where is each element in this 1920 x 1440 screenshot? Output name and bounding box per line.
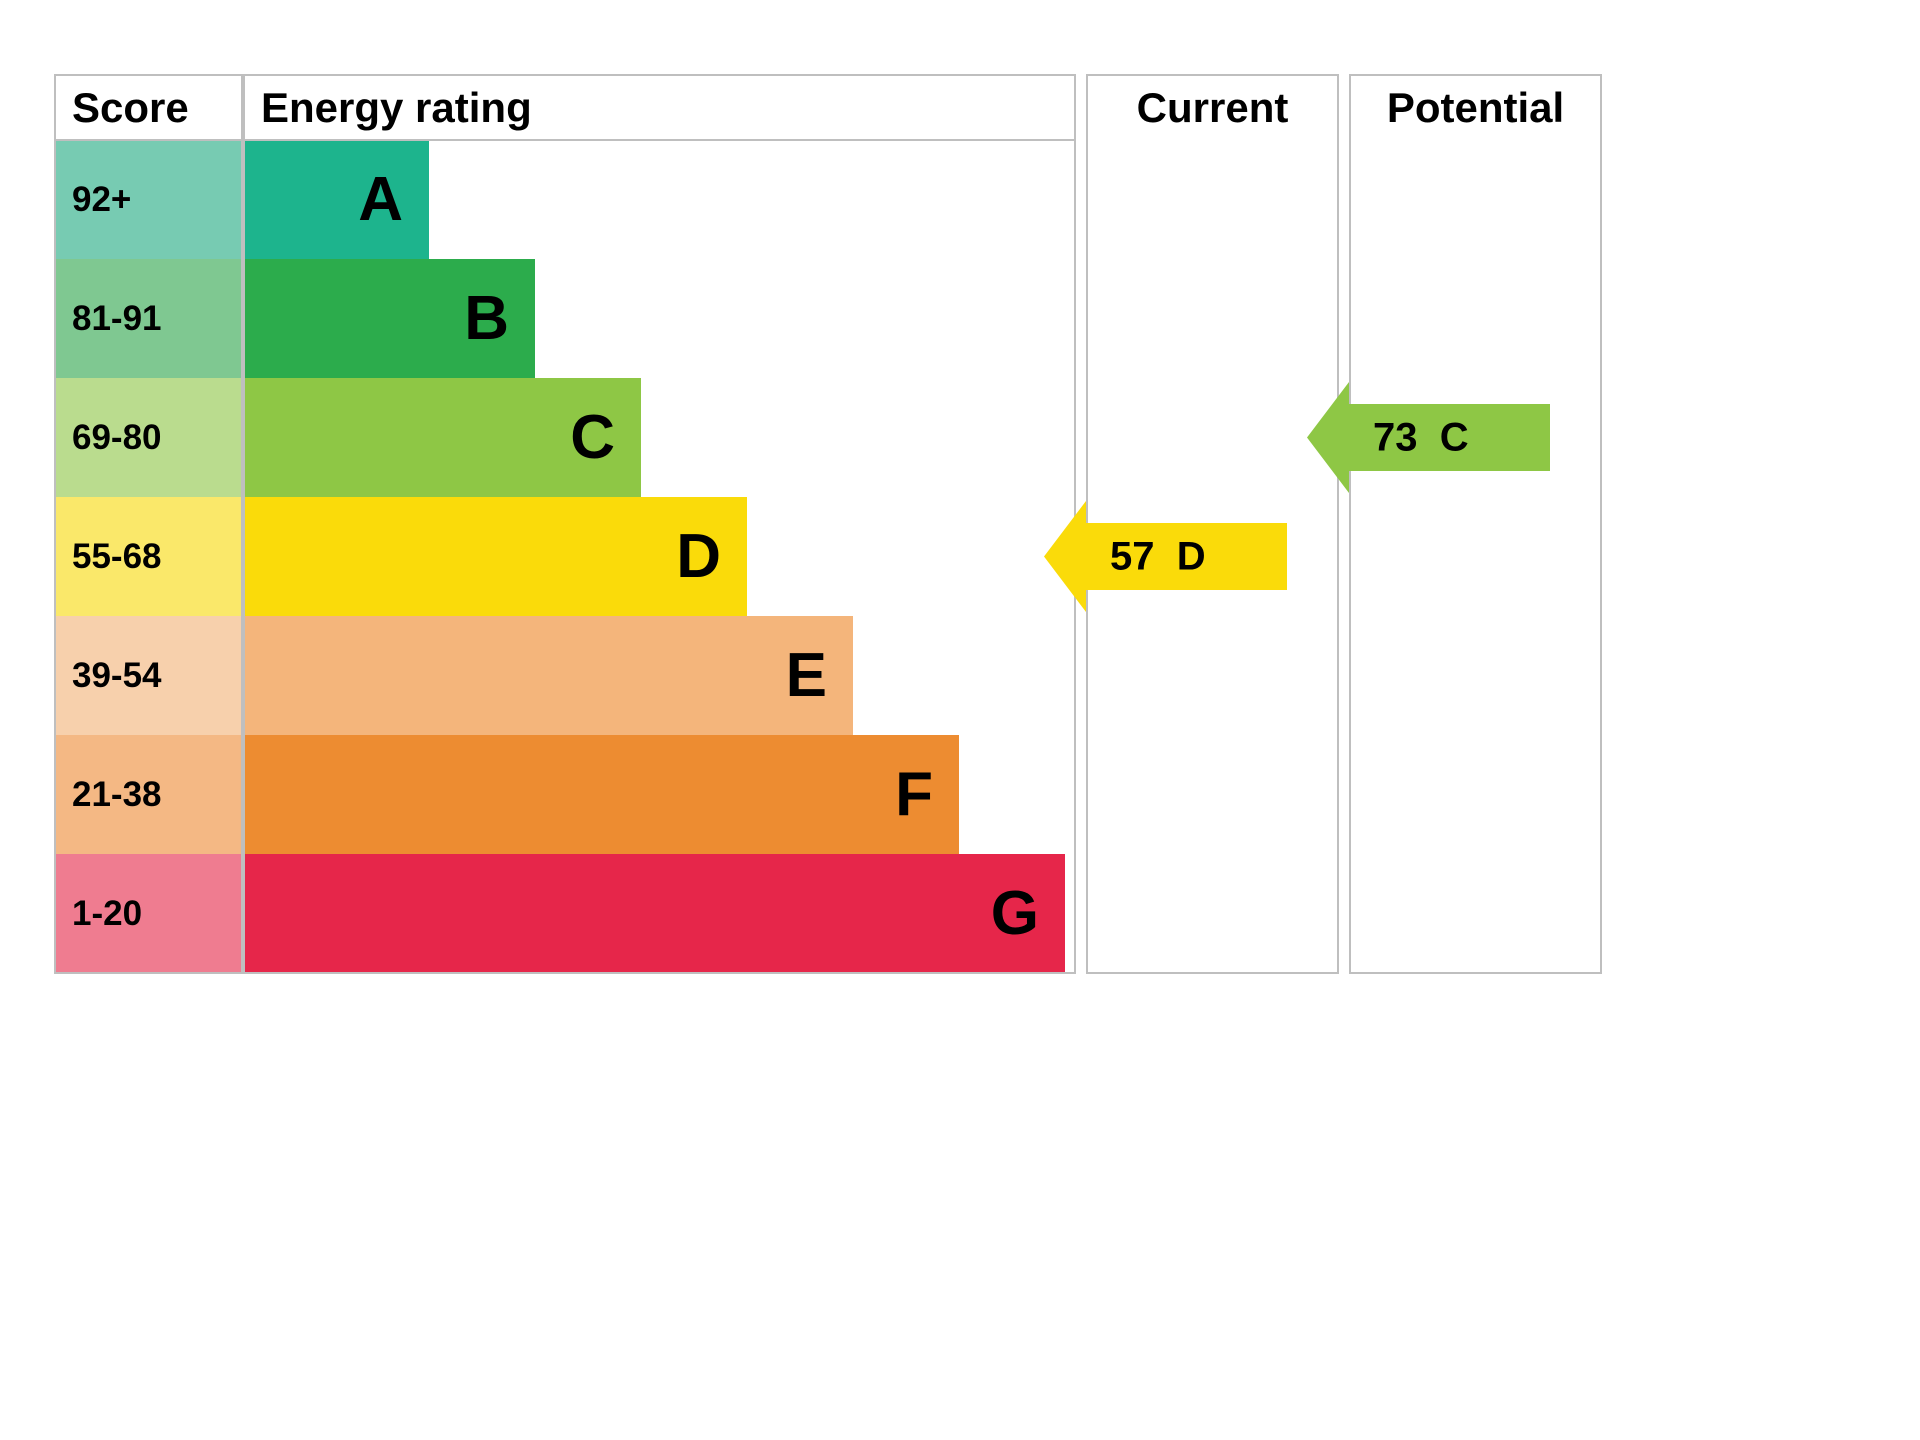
potential-marker: 73 C	[1307, 382, 1550, 493]
score-cell-b: 81-91	[54, 259, 243, 378]
header-score: Score	[72, 84, 189, 132]
current-marker-label: 57 D	[1110, 534, 1206, 579]
header-current: Current	[1086, 84, 1339, 132]
rating-bar-f: F	[243, 735, 959, 854]
score-cell-a: 92+	[54, 140, 243, 259]
rating-bar-c: C	[243, 378, 641, 497]
current-marker: 57 D	[1044, 501, 1287, 612]
header-energy-rating: Energy rating	[261, 84, 532, 132]
energy-rating-chart: ScoreEnergy ratingCurrentPotential92+A81…	[54, 74, 1286, 974]
rating-bar-b: B	[243, 259, 535, 378]
score-cell-g: 1-20	[54, 854, 243, 973]
rating-bar-g: G	[243, 854, 1065, 973]
score-cell-e: 39-54	[54, 616, 243, 735]
potential-marker-label: 73 C	[1373, 415, 1469, 460]
rating-bar-e: E	[243, 616, 853, 735]
canvas: Score Energy rating CurrentPotential 92+A81…	[0, 0, 1920, 1440]
score-cell-d: 55-68	[54, 497, 243, 616]
rating-bar-a: A	[243, 140, 429, 259]
score-cell-c: 69-80	[54, 378, 243, 497]
potential-column-border	[1349, 74, 1602, 974]
rating-bar-d: D	[243, 497, 747, 616]
header-potential: Potential	[1349, 84, 1602, 132]
score-cell-f: 21-38	[54, 735, 243, 854]
